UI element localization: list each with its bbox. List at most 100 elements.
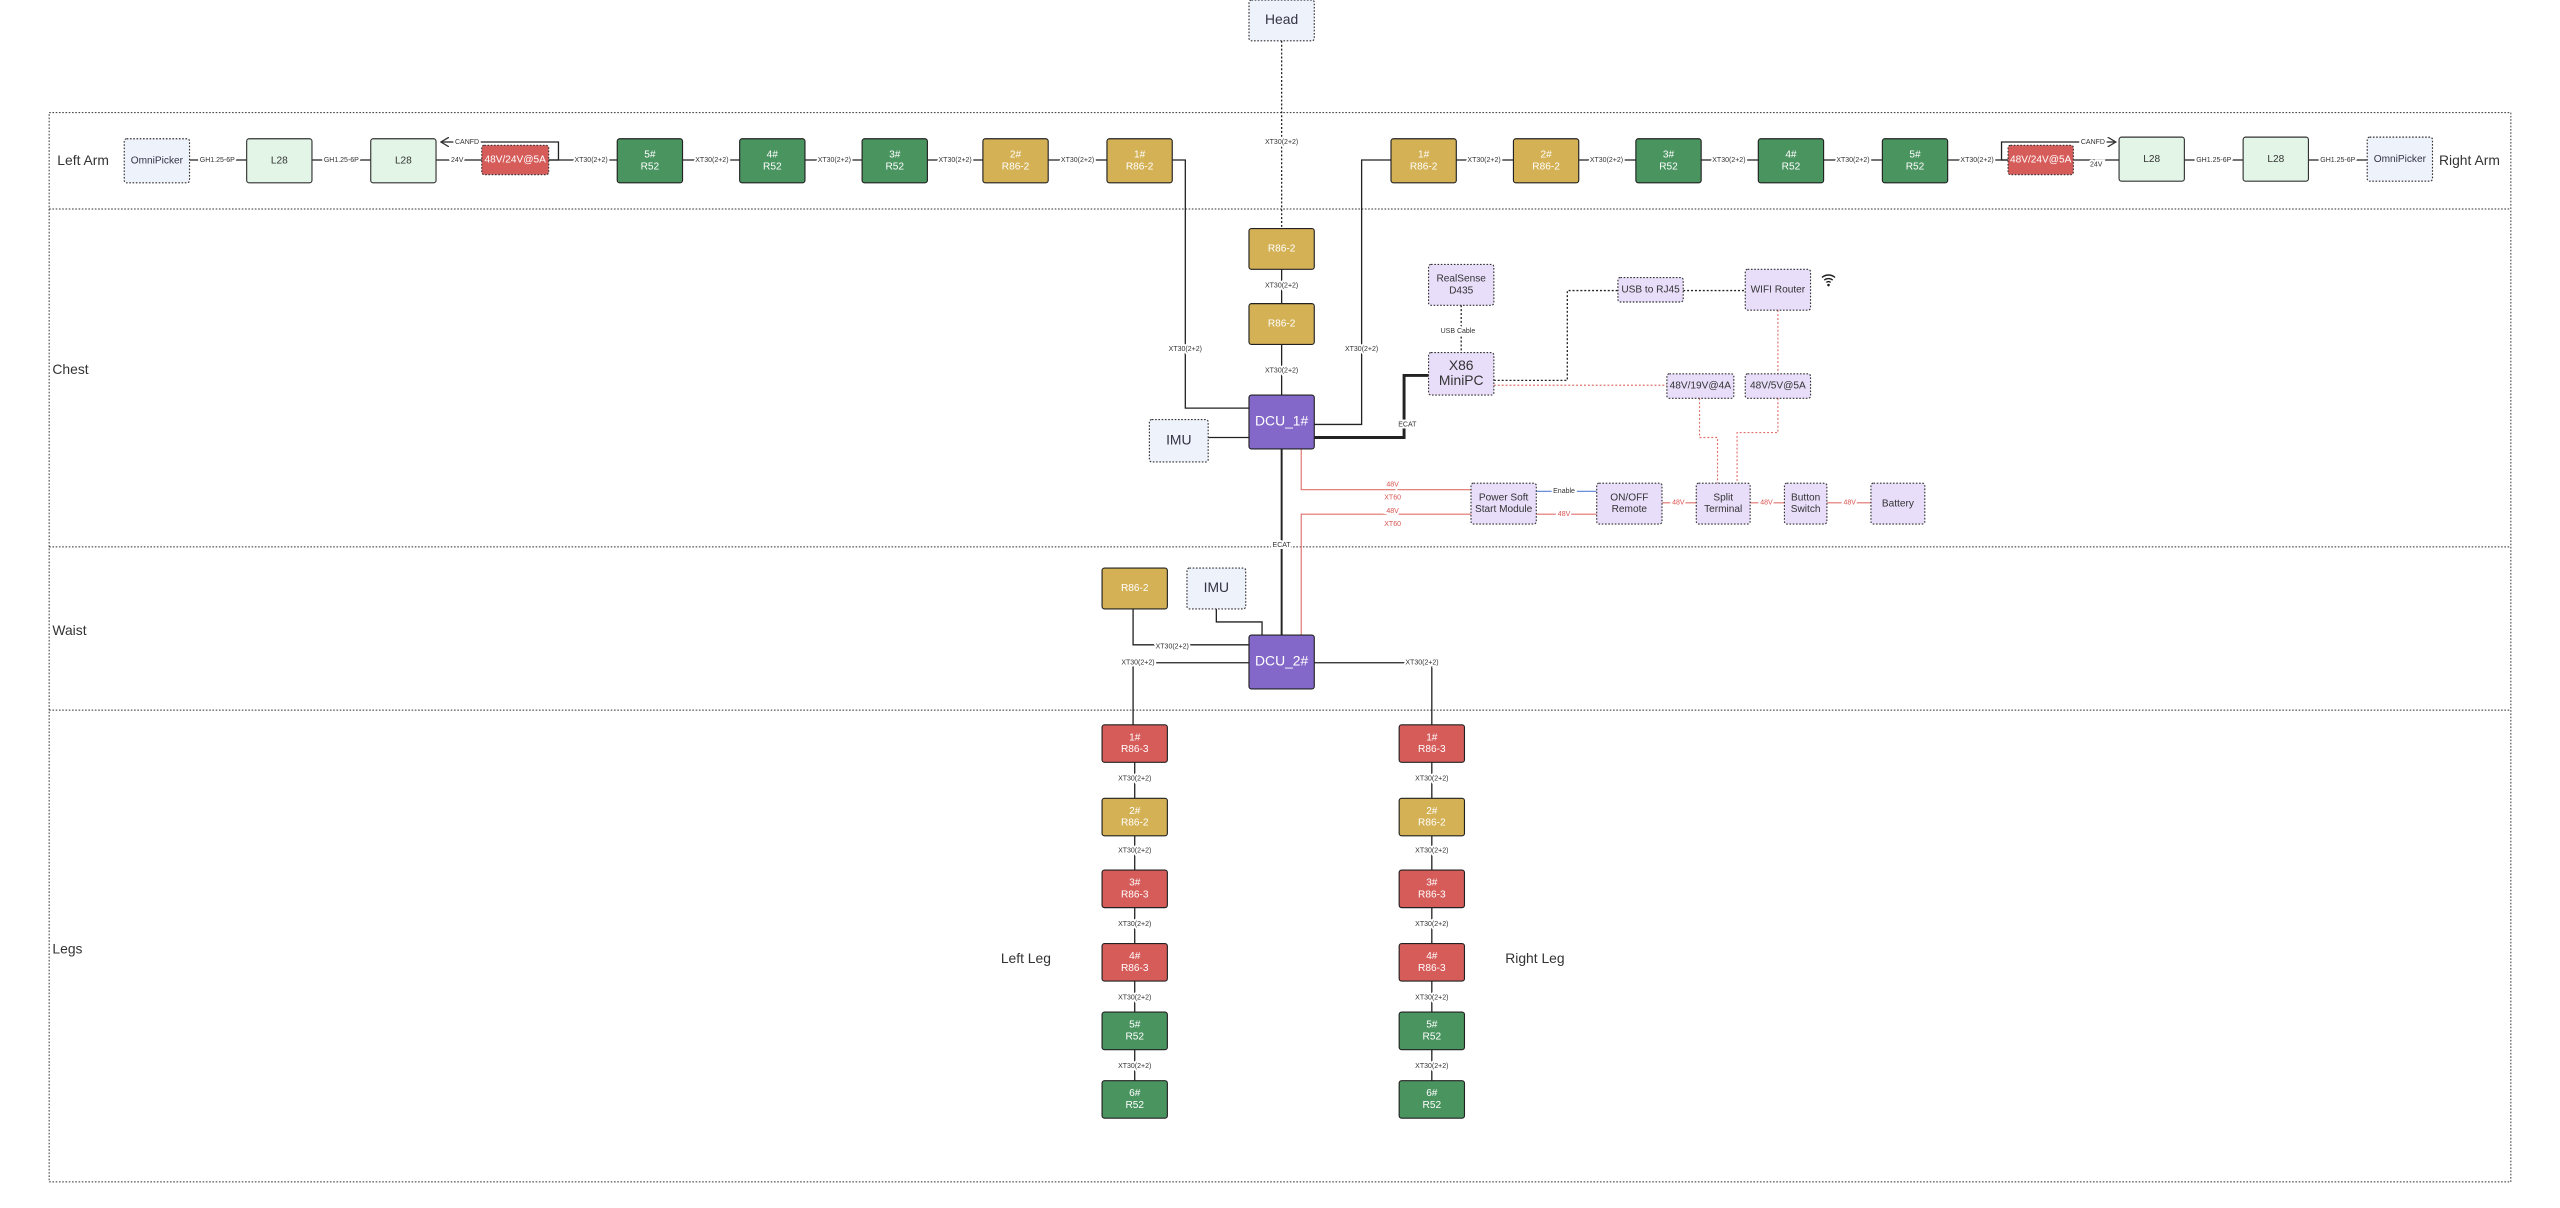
node-label: 6#	[1426, 1088, 1438, 1099]
connector-label-ch-left: XT30(2+2)	[1169, 346, 1202, 353]
node-ra-5[interactable]: 5#R52	[1881, 138, 1949, 184]
section-label-right-arm: Right Arm	[2439, 152, 2500, 168]
node-ra-3[interactable]: 3#R52	[1635, 138, 1702, 184]
node-ra-psu[interactable]: 48V/24V@5A	[2007, 144, 2074, 176]
node-ra-l28a[interactable]: L28	[2118, 136, 2185, 182]
connection-line	[1132, 662, 1249, 725]
node-label: Start Module	[1475, 504, 1533, 515]
section-label-legs: Legs	[52, 940, 82, 956]
node-imu2[interactable]: IMU	[1186, 567, 1247, 610]
node-box	[2007, 144, 2074, 176]
node-ll6[interactable]: 6#R52	[1101, 1080, 1168, 1119]
node-label: WIFI Router	[1751, 284, 1806, 295]
node-box	[1148, 418, 1209, 463]
node-box	[1427, 352, 1495, 396]
node-la-l28a[interactable]: L28	[246, 138, 313, 184]
node-p19[interactable]: 48V/19V@4A	[1666, 373, 1735, 399]
node-imu1[interactable]: IMU	[1148, 418, 1209, 463]
node-box	[481, 144, 550, 176]
node-label: Button	[1791, 492, 1820, 503]
node-rl5[interactable]: 5#R52	[1398, 1011, 1466, 1051]
connection-line	[1132, 608, 1249, 646]
node-label: 48V/24V@5A	[484, 155, 546, 166]
node-box	[1101, 797, 1168, 837]
node-rl3[interactable]: 3#R86-3	[1398, 869, 1466, 909]
node-rl4[interactable]: 4#R86-3	[1398, 942, 1466, 982]
connector-label-ch-right: XT30(2+2)	[1345, 346, 1378, 353]
node-box	[370, 138, 437, 184]
node-dcu2[interactable]: DCU_2#	[1248, 634, 1315, 690]
node-label: L28	[2143, 154, 2160, 165]
node-box	[1101, 724, 1168, 763]
connector-label-ch-x2: XT30(2+2)	[1265, 367, 1298, 374]
node-box	[1744, 373, 1812, 399]
node-label: Battery	[1882, 498, 1915, 509]
node-head[interactable]: Head	[1248, 0, 1315, 42]
node-label: 5#	[1129, 1020, 1141, 1031]
node-ll2[interactable]: 2#R86-2	[1101, 797, 1168, 837]
node-ll3[interactable]: 3#R86-3	[1101, 869, 1168, 909]
connector-label-la-x2: XT30(2+2)	[939, 157, 972, 164]
node-la-4[interactable]: 4#R52	[739, 138, 806, 184]
node-rl2[interactable]: 2#R86-2	[1398, 797, 1466, 837]
node-battery[interactable]: Battery	[1870, 482, 1926, 525]
node-label: 48V/5V@5A	[1750, 381, 1806, 392]
node-ra-2[interactable]: 2#R86-2	[1512, 138, 1580, 184]
node-la-2[interactable]: 2#R86-2	[982, 138, 1049, 184]
node-ch-r86b[interactable]: R86-2	[1248, 303, 1315, 346]
node-label: Split	[1713, 492, 1733, 503]
node-la-psu[interactable]: 48V/24V@5A	[481, 144, 550, 176]
node-label: Terminal	[1704, 504, 1742, 515]
node-ch-r86a[interactable]: R86-2	[1248, 227, 1315, 270]
node-la-5[interactable]: 5#R52	[616, 138, 684, 184]
connector-label-p1-xt60: XT60	[1384, 495, 1401, 502]
node-p5[interactable]: 48V/5V@5A	[1744, 373, 1812, 399]
node-dcu1[interactable]: DCU_1#	[1248, 394, 1315, 450]
node-w-r86[interactable]: R86-2	[1101, 567, 1168, 610]
node-ra-omni[interactable]: OmniPicker	[2366, 136, 2434, 182]
connector-label-button-48v: 48V	[1843, 500, 1856, 507]
node-wifi[interactable]: WIFI Router	[1744, 268, 1812, 311]
connector-label-ecat-dcu: ECAT	[1273, 542, 1292, 549]
connection-line	[1172, 159, 1249, 409]
node-box	[1783, 482, 1828, 525]
node-ll4[interactable]: 4#R86-3	[1101, 942, 1168, 982]
node-ll5[interactable]: 5#R52	[1101, 1011, 1168, 1051]
node-la-omni[interactable]: OmniPicker	[123, 138, 191, 184]
node-box	[2366, 136, 2434, 182]
node-la-1[interactable]: 1#R86-2	[1106, 138, 1173, 184]
node-la-3[interactable]: 3#R52	[861, 138, 928, 184]
node-label: 3#	[889, 150, 901, 161]
power-line	[1736, 398, 1779, 484]
node-box	[1757, 138, 1825, 184]
node-label: R52	[1659, 161, 1678, 172]
node-label: X86	[1449, 357, 1474, 373]
node-la-l28b[interactable]: L28	[370, 138, 437, 184]
power-line	[1300, 513, 1471, 636]
node-box	[1248, 634, 1315, 690]
node-ra-1[interactable]: 1#R86-2	[1390, 138, 1457, 184]
node-usbrj45[interactable]: USB to RJ45	[1617, 276, 1684, 303]
node-box	[1101, 1011, 1168, 1051]
connector-label-ch-x1: XT30(2+2)	[1265, 283, 1298, 290]
node-ra-4[interactable]: 4#R52	[1757, 138, 1825, 184]
connector-label-onoff-48v: 48V	[1672, 500, 1685, 507]
node-label: 3#	[1426, 878, 1438, 889]
node-label: R52	[1125, 1100, 1144, 1111]
node-label: R86-2	[1410, 161, 1438, 172]
node-ll1[interactable]: 1#R86-3	[1101, 724, 1168, 763]
node-ra-l28b[interactable]: L28	[2242, 136, 2310, 182]
node-box	[2118, 136, 2185, 182]
node-label: R86-2	[1126, 161, 1154, 172]
node-label: 4#	[1785, 150, 1797, 161]
node-rl1[interactable]: 1#R86-3	[1398, 724, 1466, 763]
node-rl6[interactable]: 6#R52	[1398, 1080, 1466, 1119]
node-label: 48V/24V@5A	[2010, 155, 2072, 166]
